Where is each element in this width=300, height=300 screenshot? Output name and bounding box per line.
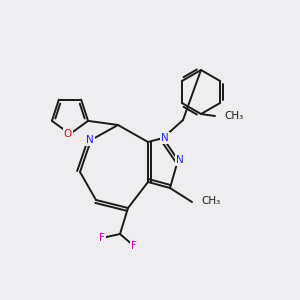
Text: CH₃: CH₃ (224, 111, 243, 121)
Text: N: N (86, 135, 94, 145)
Text: CH₃: CH₃ (201, 196, 220, 206)
Text: O: O (64, 129, 72, 139)
Text: F: F (131, 241, 137, 251)
Text: F: F (99, 233, 105, 243)
Text: N: N (176, 155, 184, 165)
Text: N: N (161, 133, 169, 143)
